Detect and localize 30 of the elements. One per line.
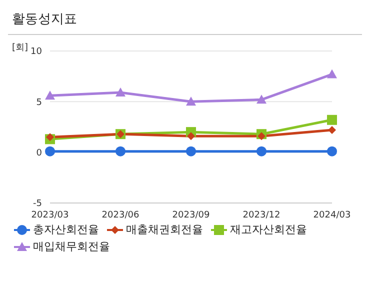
- point: [327, 114, 337, 125]
- point: [328, 126, 336, 134]
- point: [258, 132, 266, 140]
- point: [45, 146, 55, 156]
- y-tick-label: 5: [36, 98, 42, 108]
- legend-label: 재고자산회전율: [229, 222, 307, 238]
- point: [256, 94, 266, 104]
- legend-label: 총자산회전율: [32, 222, 99, 238]
- x-tick-label: 2023/06: [102, 210, 140, 220]
- x-tick-label: 2023/03: [31, 210, 69, 220]
- y-tick-label: -5: [33, 199, 42, 210]
- chart-title: 활동성지표: [8, 8, 362, 35]
- point: [116, 88, 126, 97]
- x-tick-label: 2024/03: [313, 210, 351, 220]
- legend-label: 매입채무회전율: [32, 239, 110, 255]
- y-tick-label: 0: [36, 148, 42, 159]
- point: [46, 133, 54, 142]
- x-tick-label: 2023/09: [172, 210, 210, 220]
- y-tick-label: 10: [30, 47, 42, 58]
- y-axis-title: [회]: [12, 42, 28, 54]
- point: [256, 146, 266, 156]
- point: [327, 146, 337, 156]
- point: [186, 146, 196, 156]
- point: [116, 146, 126, 156]
- point: [327, 69, 337, 78]
- point: [187, 132, 195, 140]
- legend-label: 매출채권회전율: [125, 222, 203, 238]
- point: [186, 96, 196, 106]
- x-tick-label: 2023/12: [242, 210, 280, 220]
- point: [45, 90, 55, 100]
